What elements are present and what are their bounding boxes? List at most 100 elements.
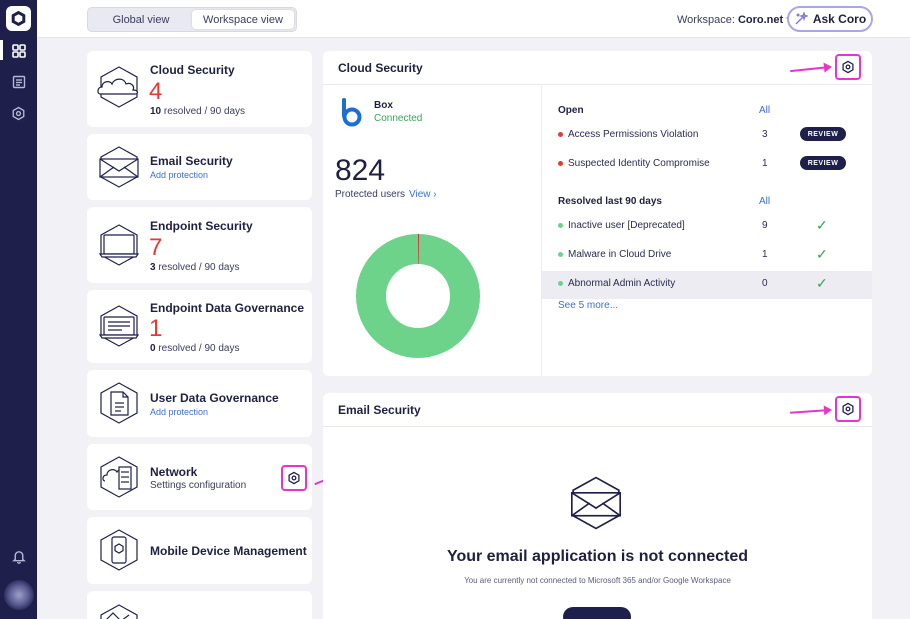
view-toggle: Global view Workspace view <box>87 7 297 32</box>
email-security-settings-button[interactable] <box>835 396 861 422</box>
module-card-partial[interactable] <box>87 591 312 619</box>
settings-icon[interactable] <box>9 104 28 123</box>
not-connected-description: You are currently not connected to Micro… <box>464 576 731 585</box>
open-tickets-count: 1 <box>149 315 163 342</box>
open-heading: Open <box>558 105 584 116</box>
see-more-link[interactable]: See 5 more... <box>558 300 619 311</box>
ask-coro-button[interactable]: Ask Coro <box>787 6 873 32</box>
document-hexagon-icon <box>100 382 138 424</box>
envelope-hexagon-icon <box>570 476 622 530</box>
module-card-user-data-governance[interactable]: User Data Governance Add protection <box>87 370 312 437</box>
ticket-label: Suspected Identity Compromise <box>568 158 710 169</box>
resolved-count: 0 <box>150 343 156 354</box>
ticket-label: Inactive user [Deprecated] <box>568 220 685 231</box>
module-card-mobile-device-management[interactable]: Mobile Device Management <box>87 517 312 584</box>
ticket-label: Abnormal Admin Activity <box>568 278 676 289</box>
module-card-network[interactable]: Network Settings configuration <box>87 444 312 510</box>
resolved-summary: 3 resolved / 90 days <box>150 262 240 273</box>
module-card-cloud-security[interactable]: Cloud Security 4 10 resolved / 90 days <box>87 51 312 127</box>
open-ticket-row[interactable]: Access Permissions Violation 3 REVIEW <box>558 122 872 150</box>
gear-hexagon-icon <box>842 60 854 74</box>
ticket-label: Malware in Cloud Drive <box>568 249 672 260</box>
check-icon: ✓ <box>816 217 828 233</box>
resolved-dot <box>558 281 563 286</box>
review-button[interactable]: REVIEW <box>800 127 846 141</box>
mobile-phone-hexagon-icon <box>100 529 138 571</box>
alert-dot <box>558 161 563 166</box>
add-protection-link[interactable]: Add protection <box>150 170 209 180</box>
active-nav-indicator <box>0 40 3 60</box>
cloud-security-settings-button[interactable] <box>835 54 861 80</box>
notifications-bell-icon[interactable] <box>9 547 28 566</box>
connect-button[interactable] <box>563 607 631 619</box>
gear-hexagon-icon <box>842 402 854 416</box>
workspace-name: Coro.net <box>737 14 784 26</box>
check-icon: ✓ <box>816 275 828 291</box>
ticket-label: Access Permissions Violation <box>568 129 699 140</box>
gear-hexagon-icon <box>288 471 300 485</box>
resolved-count: 10 <box>150 106 162 117</box>
module-title: Cloud Security <box>150 63 235 77</box>
resolved-ticket-row[interactable]: Malware in Cloud Drive 1 ✓ <box>558 242 872 270</box>
module-hexagon-icon <box>100 604 138 619</box>
cloud-hexagon-icon <box>97 66 139 108</box>
module-card-email-security[interactable]: Email Security Add protection <box>87 134 312 200</box>
open-tickets-count: 7 <box>149 234 163 261</box>
resolved-dot <box>558 223 563 228</box>
workspace-view-tab[interactable]: Workspace view <box>192 10 294 29</box>
view-users-link[interactable]: View › <box>409 189 437 200</box>
resolved-suffix: resolved / 90 days <box>155 262 240 273</box>
cloud-security-panel: Cloud Security Box Connected 824 Protect… <box>323 51 872 376</box>
module-title: Email Security <box>150 154 233 168</box>
resolved-ticket-row[interactable]: Inactive user [Deprecated] 9 ✓ <box>558 213 872 241</box>
left-rail <box>0 0 37 619</box>
open-tickets-count: 4 <box>149 78 163 105</box>
user-avatar[interactable] <box>4 580 34 610</box>
global-view-tab[interactable]: Global view <box>112 13 170 26</box>
add-protection-link[interactable]: Add protection <box>150 407 209 417</box>
box-logo-icon <box>342 98 362 127</box>
network-cloud-hexagon-icon <box>100 456 138 498</box>
protected-users-donut-chart <box>356 234 480 358</box>
resolved-suffix: resolved / 90 days <box>155 343 240 354</box>
module-card-endpoint-data-governance[interactable]: Endpoint Data Governance 1 0 resolved / … <box>87 290 312 363</box>
open-all-link[interactable]: All <box>759 105 771 116</box>
document-laptop-hexagon-icon <box>98 305 140 347</box>
network-settings-button[interactable] <box>281 465 307 491</box>
ticket-count: 1 <box>762 158 768 169</box>
review-button[interactable]: REVIEW <box>800 156 846 170</box>
ask-coro-label: Ask Coro <box>812 12 867 26</box>
module-title: Network <box>150 465 198 479</box>
resolved-all-link[interactable]: All <box>759 196 771 207</box>
alert-dot <box>558 132 563 137</box>
dashboard-icon[interactable] <box>9 41 28 60</box>
panel-title: Email Security <box>323 393 872 427</box>
panel-divider <box>541 86 542 376</box>
reports-icon[interactable] <box>9 72 28 91</box>
resolved-heading: Resolved last 90 days <box>558 196 662 207</box>
donut-slice-other <box>356 234 480 358</box>
workspace-selector[interactable]: Workspace: Coro.net ▾ <box>677 13 792 26</box>
resolved-dot <box>558 252 563 257</box>
laptop-hexagon-icon <box>98 224 140 266</box>
check-icon: ✓ <box>816 246 828 262</box>
panel-title: Cloud Security <box>323 51 872 85</box>
ticket-count: 9 <box>762 220 768 231</box>
not-connected-heading: Your email application is not connected <box>446 548 749 565</box>
module-title: User Data Governance <box>150 391 279 405</box>
protected-users-count: 824 <box>335 154 386 187</box>
module-title: Endpoint Security <box>150 219 253 233</box>
module-card-endpoint-security[interactable]: Endpoint Security 7 3 resolved / 90 days <box>87 207 312 283</box>
envelope-hexagon-icon <box>99 146 139 188</box>
ticket-count: 0 <box>762 278 768 289</box>
resolved-count: 3 <box>150 262 156 273</box>
resolved-ticket-row-hovered[interactable]: Abnormal Admin Activity 0 ✓ <box>542 271 872 299</box>
sparkle-wand-icon <box>795 12 808 25</box>
ticket-count: 3 <box>762 129 768 140</box>
email-security-panel: Email Security Your email application is… <box>323 393 872 619</box>
module-title: Endpoint Data Governance <box>150 301 305 315</box>
coro-logo[interactable] <box>6 6 31 31</box>
connected-app-status: Connected <box>374 113 423 124</box>
open-ticket-row[interactable]: Suspected Identity Compromise 1 REVIEW <box>558 151 872 179</box>
top-bar: Global view Workspace view Workspace: Co… <box>37 0 910 38</box>
